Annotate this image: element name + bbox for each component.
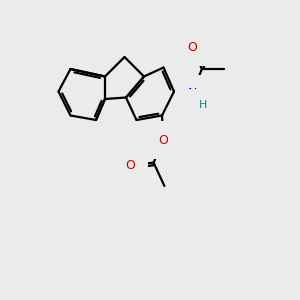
Text: O: O xyxy=(126,159,135,172)
Text: N: N xyxy=(187,87,197,100)
Text: O: O xyxy=(187,40,197,54)
Text: O: O xyxy=(159,134,168,147)
Text: H: H xyxy=(199,100,208,110)
